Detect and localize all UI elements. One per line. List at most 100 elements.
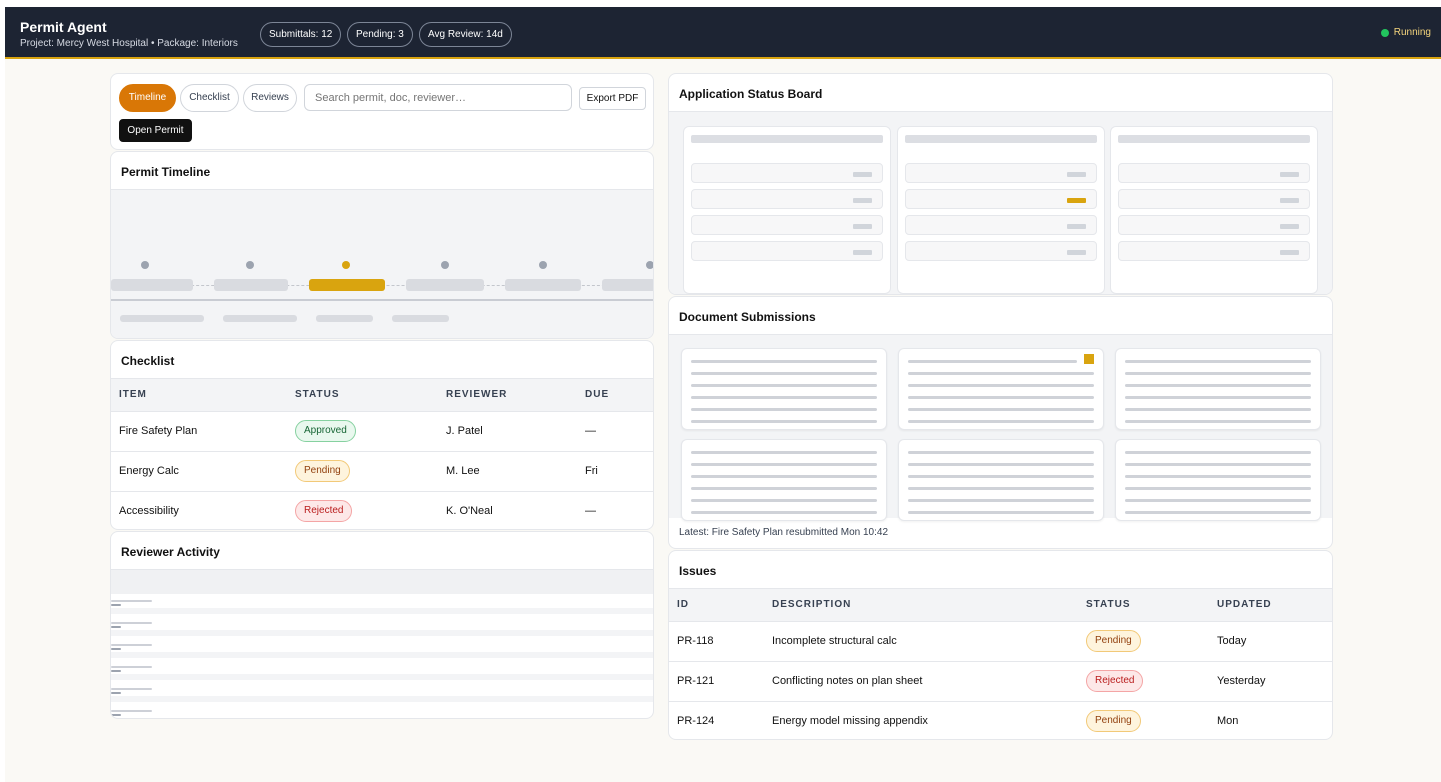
activity-row	[111, 674, 653, 680]
doc-line	[691, 463, 877, 466]
card-tag	[853, 224, 872, 229]
doc-line	[908, 396, 1094, 399]
timeline-canvas	[111, 190, 653, 338]
doc-line	[1125, 463, 1311, 466]
table-row[interactable]: PR-118 Incomplete structural calc Pendin…	[669, 620, 1332, 661]
tab-timeline[interactable]: Timeline	[119, 84, 176, 112]
document-thumbnail[interactable]	[681, 348, 887, 430]
board-card[interactable]	[691, 189, 883, 209]
reviewer-activity-card: Reviewer Activity	[110, 531, 654, 719]
board-card[interactable]	[905, 215, 1097, 235]
board-column-header	[691, 135, 883, 143]
activity-row	[111, 652, 653, 658]
status-board-card: Application Status Board	[668, 73, 1333, 295]
document-thumbnail[interactable]	[898, 439, 1104, 521]
export-pdf-button[interactable]: Export PDF	[579, 87, 646, 110]
board-card[interactable]	[691, 163, 883, 183]
table-row[interactable]: PR-124 Energy model missing appendix Pen…	[669, 700, 1332, 739]
timeline-phase[interactable]	[602, 279, 653, 291]
document-thumbnail[interactable]	[681, 439, 887, 521]
activity-bar	[111, 604, 121, 606]
board-card[interactable]	[1118, 163, 1310, 183]
agent-status-label: Running	[1393, 27, 1431, 38]
activity-row	[111, 630, 653, 636]
stat-pill-pending: Pending: 3	[347, 22, 413, 47]
doc-line	[908, 463, 1094, 466]
issue-description: Conflicting notes on plan sheet	[764, 660, 1078, 701]
project-subtitle: Project: Mercy West Hospital • Package: …	[20, 38, 238, 49]
documents-title: Document Submissions	[669, 297, 1332, 335]
activity-bar	[111, 622, 152, 624]
timeline-phase[interactable]	[406, 279, 484, 291]
doc-line	[1125, 420, 1311, 423]
timeline-phase[interactable]	[214, 279, 288, 291]
issue-id: PR-118	[669, 620, 764, 661]
card-tag	[1280, 250, 1299, 255]
board-card[interactable]	[1118, 241, 1310, 261]
checklist-table: ITEM STATUS REVIEWER DUE Fire Safety Pla…	[111, 379, 653, 529]
documents-grid	[669, 335, 1332, 521]
column-header-due: DUE	[577, 379, 653, 411]
table-row[interactable]: PR-121 Conflicting notes on plan sheet R…	[669, 660, 1332, 701]
doc-line	[908, 372, 1094, 375]
timeline-node[interactable]	[539, 261, 547, 269]
doc-line	[908, 408, 1094, 411]
app-title: Permit Agent	[20, 19, 107, 35]
doc-line	[1125, 451, 1311, 454]
open-permit-button[interactable]: Open Permit	[119, 119, 192, 142]
card-tag	[1067, 198, 1086, 203]
checklist-card: Checklist ITEM STATUS REVIEWER DUE Fire …	[110, 340, 654, 530]
doc-line	[908, 499, 1094, 502]
search-input[interactable]	[304, 84, 572, 111]
board-card[interactable]	[691, 241, 883, 261]
board-card[interactable]	[1118, 189, 1310, 209]
stat-pill-avg-review: Avg Review: 14d	[419, 22, 512, 47]
timeline-title: Permit Timeline	[111, 152, 653, 190]
tab-checklist[interactable]: Checklist	[180, 84, 239, 112]
timeline-phase[interactable]	[111, 279, 193, 291]
table-row[interactable]: Fire Safety Plan Approved J. Patel —	[111, 410, 653, 451]
board-card-highlighted[interactable]	[905, 189, 1097, 209]
issues-card: Issues ID DESCRIPTION STATUS UPDATED PR-…	[668, 550, 1333, 740]
card-tag	[1067, 172, 1086, 177]
activity-bar	[111, 600, 152, 602]
doc-line	[691, 420, 877, 423]
latest-submission-note: Latest: Fire Safety Plan resubmitted Mon…	[679, 527, 888, 538]
tab-reviews[interactable]: Reviews	[243, 84, 297, 112]
issue-id: PR-121	[669, 660, 764, 701]
table-row[interactable]: Accessibility Rejected K. O'Neal —	[111, 490, 653, 529]
activity-bar	[111, 692, 121, 694]
board-canvas	[669, 112, 1332, 294]
card-tag	[1280, 198, 1299, 203]
board-card[interactable]	[905, 163, 1097, 183]
status-badge: Pending	[1086, 630, 1141, 652]
top-bar: Permit Agent Project: Mercy West Hospita…	[5, 7, 1441, 59]
board-column	[1110, 126, 1318, 294]
column-header-description: DESCRIPTION	[764, 589, 1078, 621]
status-dot-icon	[1380, 28, 1389, 37]
timeline-phase[interactable]	[505, 279, 581, 291]
permit-timeline-card: Permit Timeline	[110, 151, 654, 339]
doc-line	[1125, 511, 1311, 514]
timeline-node[interactable]	[441, 261, 449, 269]
document-thumbnail-flagged[interactable]	[898, 348, 1104, 430]
timeline-node[interactable]	[141, 261, 149, 269]
issue-id: PR-124	[669, 700, 764, 739]
timeline-node[interactable]	[246, 261, 254, 269]
toolbar-card: Timeline Checklist Reviews Export PDF Op…	[110, 73, 654, 150]
table-row[interactable]: Energy Calc Pending M. Lee Fri	[111, 450, 653, 491]
timeline-legend-item	[120, 315, 204, 322]
board-card[interactable]	[1118, 215, 1310, 235]
activity-bar	[111, 688, 152, 690]
board-card[interactable]	[905, 241, 1097, 261]
board-card[interactable]	[691, 215, 883, 235]
timeline-node-current[interactable]	[342, 261, 350, 269]
timeline-node[interactable]	[646, 261, 653, 269]
doc-line	[908, 511, 1094, 514]
document-thumbnail[interactable]	[1115, 439, 1321, 521]
document-thumbnail[interactable]	[1115, 348, 1321, 430]
checklist-due: —	[577, 410, 653, 451]
timeline-phase-current[interactable]	[309, 279, 385, 291]
doc-line	[691, 360, 877, 363]
flag-icon	[1084, 354, 1094, 364]
